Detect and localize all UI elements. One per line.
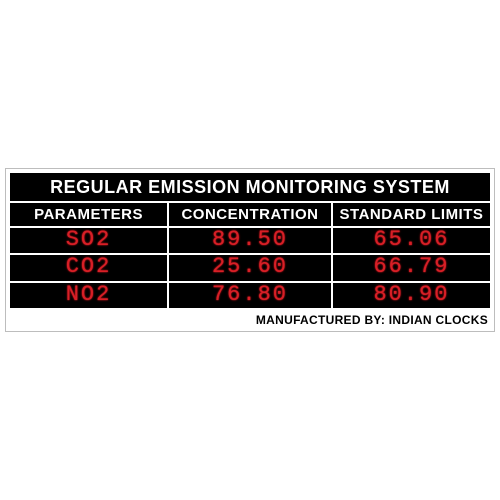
- limit-value: 66.79: [333, 255, 490, 280]
- concentration-value: 25.60: [169, 255, 333, 280]
- table-row: CO2 25.60 66.79: [10, 255, 490, 282]
- header-parameters: PARAMETERS: [10, 203, 169, 226]
- table-row: NO2 76.80 80.90: [10, 283, 490, 308]
- display-frame: REGULAR EMISSION MONITORING SYSTEM PARAM…: [5, 168, 495, 332]
- param-value: SO2: [10, 228, 169, 253]
- led-panel: REGULAR EMISSION MONITORING SYSTEM PARAM…: [10, 173, 490, 308]
- manufacturer-label: MANUFACTURED BY: INDIAN CLOCKS: [10, 308, 490, 329]
- header-concentration: CONCENTRATION: [169, 203, 333, 226]
- limit-value: 80.90: [333, 283, 490, 308]
- header-row: PARAMETERS CONCENTRATION STANDARD LIMITS: [10, 203, 490, 228]
- param-value: NO2: [10, 283, 169, 308]
- concentration-value: 89.50: [169, 228, 333, 253]
- panel-title: REGULAR EMISSION MONITORING SYSTEM: [10, 173, 490, 203]
- table-row: SO2 89.50 65.06: [10, 228, 490, 255]
- concentration-value: 76.80: [169, 283, 333, 308]
- header-standard-limits: STANDARD LIMITS: [333, 203, 490, 226]
- limit-value: 65.06: [333, 228, 490, 253]
- param-value: CO2: [10, 255, 169, 280]
